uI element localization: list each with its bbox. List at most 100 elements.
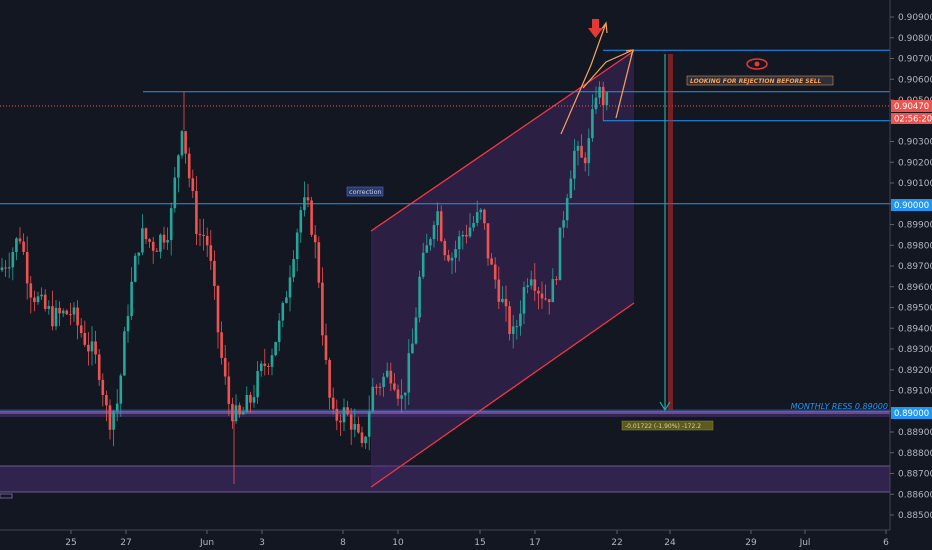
candle-body [468,227,472,237]
y-tick-label: 0.89900 [898,221,932,231]
candle-body [479,209,483,213]
candle-body [238,405,241,415]
candle-body [202,234,205,236]
candle-body [328,359,331,398]
candle-body [162,234,166,243]
countdown-label: 02:56:20 [894,115,932,125]
y-tick-label: 0.88500 [898,511,932,521]
candle-body [591,109,594,139]
candle-body [475,212,479,223]
candle-body [573,150,576,179]
candle-body [130,281,133,317]
candle-body [403,392,407,396]
drawings-layer [560,19,768,412]
candle-body [497,279,501,302]
candle-body [252,397,256,403]
candle-body [454,249,457,258]
monthly-ress-label: MONTHLY RESS 0.89000 [791,402,888,411]
candle-body [195,191,198,234]
candle-body [353,424,357,430]
candle-body [105,394,108,406]
candle-body [72,307,76,315]
candle-body [335,408,339,421]
candle-body [342,407,346,423]
candles-layer [0,81,609,484]
candle-body [115,403,119,412]
candle-body [58,307,61,314]
time-axis[interactable]: 25 27 Jun 3 8 10 15 17 22 24 29 Jul 6 [65,530,889,548]
x-tick-label: 27 [120,538,131,548]
candle-body [281,302,285,321]
candle-body [393,383,396,390]
candle-body [184,131,187,154]
candle-body [295,232,299,260]
candle-body [166,240,169,243]
candle-body [256,371,259,398]
candle-body [511,326,515,334]
forecast-arrowhead [600,21,608,34]
candle-body [396,389,400,399]
y-tick-label: 0.89300 [898,345,932,355]
candle-body [245,394,249,412]
candle-body [519,313,522,327]
candle-body [144,228,148,240]
candle-body [389,370,393,384]
candle-body [364,436,367,444]
candle-body [123,331,126,376]
candle-body [324,335,328,360]
candle-body [526,285,529,288]
candle-body [61,310,65,314]
y-tick-label: 0.88900 [898,428,932,438]
level-0-90-tag: 0.90000 [891,199,932,211]
forecast-arrow-up-2 [582,49,634,89]
candle-body [213,260,216,286]
candle-body [231,403,234,422]
candle-body [220,332,223,359]
x-tick-label: 24 [664,538,676,548]
candle-body [472,222,475,228]
candle-body [385,370,389,377]
y-tick-label: 0.89200 [898,366,932,376]
candle-body [274,342,277,356]
candle-body [360,432,364,444]
candle-body [4,267,7,269]
candle-body [241,411,245,415]
x-tick-label: Jul [799,538,811,548]
sell-arrow-icon [588,19,603,38]
annotations-layer: correction LOOKING FOR REJECTION BEFORE S… [346,75,888,431]
candle-body [7,267,11,269]
candle-body [562,220,565,228]
candle-body [450,257,454,261]
x-tick-label: Jun [199,538,214,548]
candle-body [94,341,97,355]
candle-body [173,177,177,209]
y-tick-label: 0.89700 [898,262,932,272]
candle-body [79,325,83,334]
candle-body [349,414,353,430]
x-tick-label: 6 [883,538,889,548]
current-price-tag: 0.90470 02:56:20 [891,100,932,125]
candle-body [133,255,137,282]
eye-icon [746,58,768,70]
candle-body [65,310,69,315]
candle-body [313,234,317,243]
price-axis-bg [890,0,932,550]
x-tick-label: 25 [65,538,76,548]
x-tick-label: 8 [340,538,346,548]
candle-body [263,363,267,367]
level-0-89-label: 0.89000 [894,409,929,419]
candle-body [234,405,238,422]
eye-pupil [754,61,760,67]
candle-body [137,252,141,256]
candle-body [249,394,252,403]
x-tick-label: 22 [611,538,622,548]
candle-body [306,197,310,201]
candle-body [565,198,569,221]
candle-body [177,155,180,178]
candle-body [346,407,349,415]
candle-body [421,252,425,277]
candle-body [277,320,281,343]
candle-body [25,252,29,284]
zones-layer [0,50,890,499]
